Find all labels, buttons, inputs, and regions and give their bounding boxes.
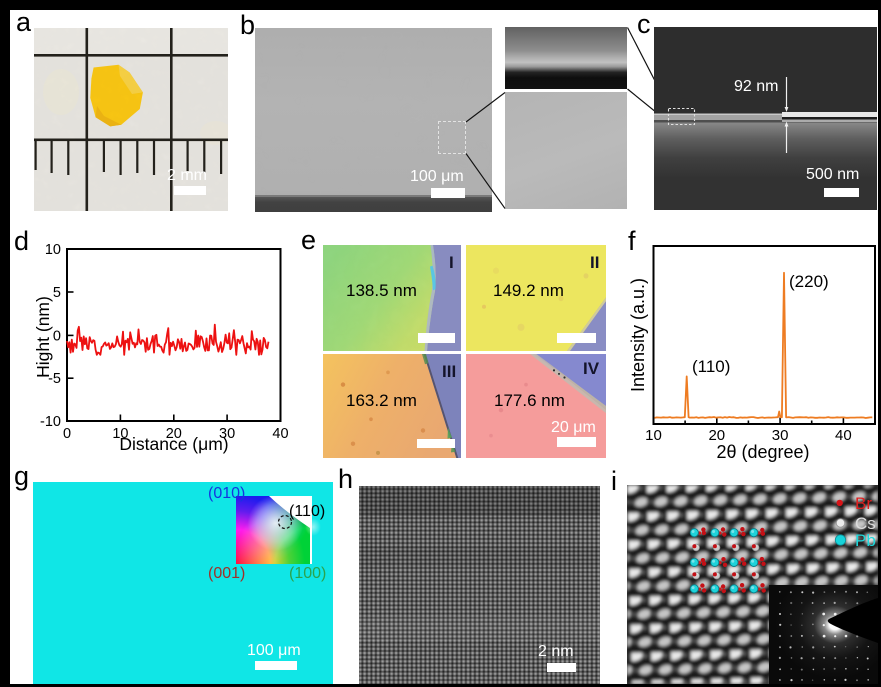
svg-text:30: 30: [219, 426, 235, 442]
svg-text:20: 20: [708, 427, 725, 444]
svg-text:Hight (nm): Hight (nm): [33, 296, 53, 378]
svg-text:-10: -10: [40, 414, 61, 430]
svg-text:10: 10: [112, 426, 128, 442]
svg-text:2θ (degree): 2θ (degree): [716, 442, 809, 462]
svg-text:40: 40: [835, 427, 852, 444]
svg-text:10: 10: [45, 242, 61, 258]
svg-text:0: 0: [63, 426, 71, 442]
svg-text:Br: Br: [855, 494, 872, 513]
svg-text:-5: -5: [48, 371, 61, 387]
svg-text:40: 40: [272, 426, 288, 442]
svg-text:Distance (μm): Distance (μm): [119, 434, 228, 454]
svg-text:20: 20: [166, 426, 182, 442]
svg-text:(220): (220): [789, 272, 829, 291]
svg-text:10: 10: [645, 427, 662, 444]
svg-text:0: 0: [53, 328, 61, 344]
svg-text:Pb: Pb: [855, 531, 876, 550]
svg-text:30: 30: [772, 427, 789, 444]
svg-text:5: 5: [53, 285, 61, 301]
svg-text:Intensity (a.u.): Intensity (a.u.): [628, 278, 648, 392]
svg-text:Cs: Cs: [855, 514, 876, 533]
svg-text:(110): (110): [692, 357, 730, 376]
